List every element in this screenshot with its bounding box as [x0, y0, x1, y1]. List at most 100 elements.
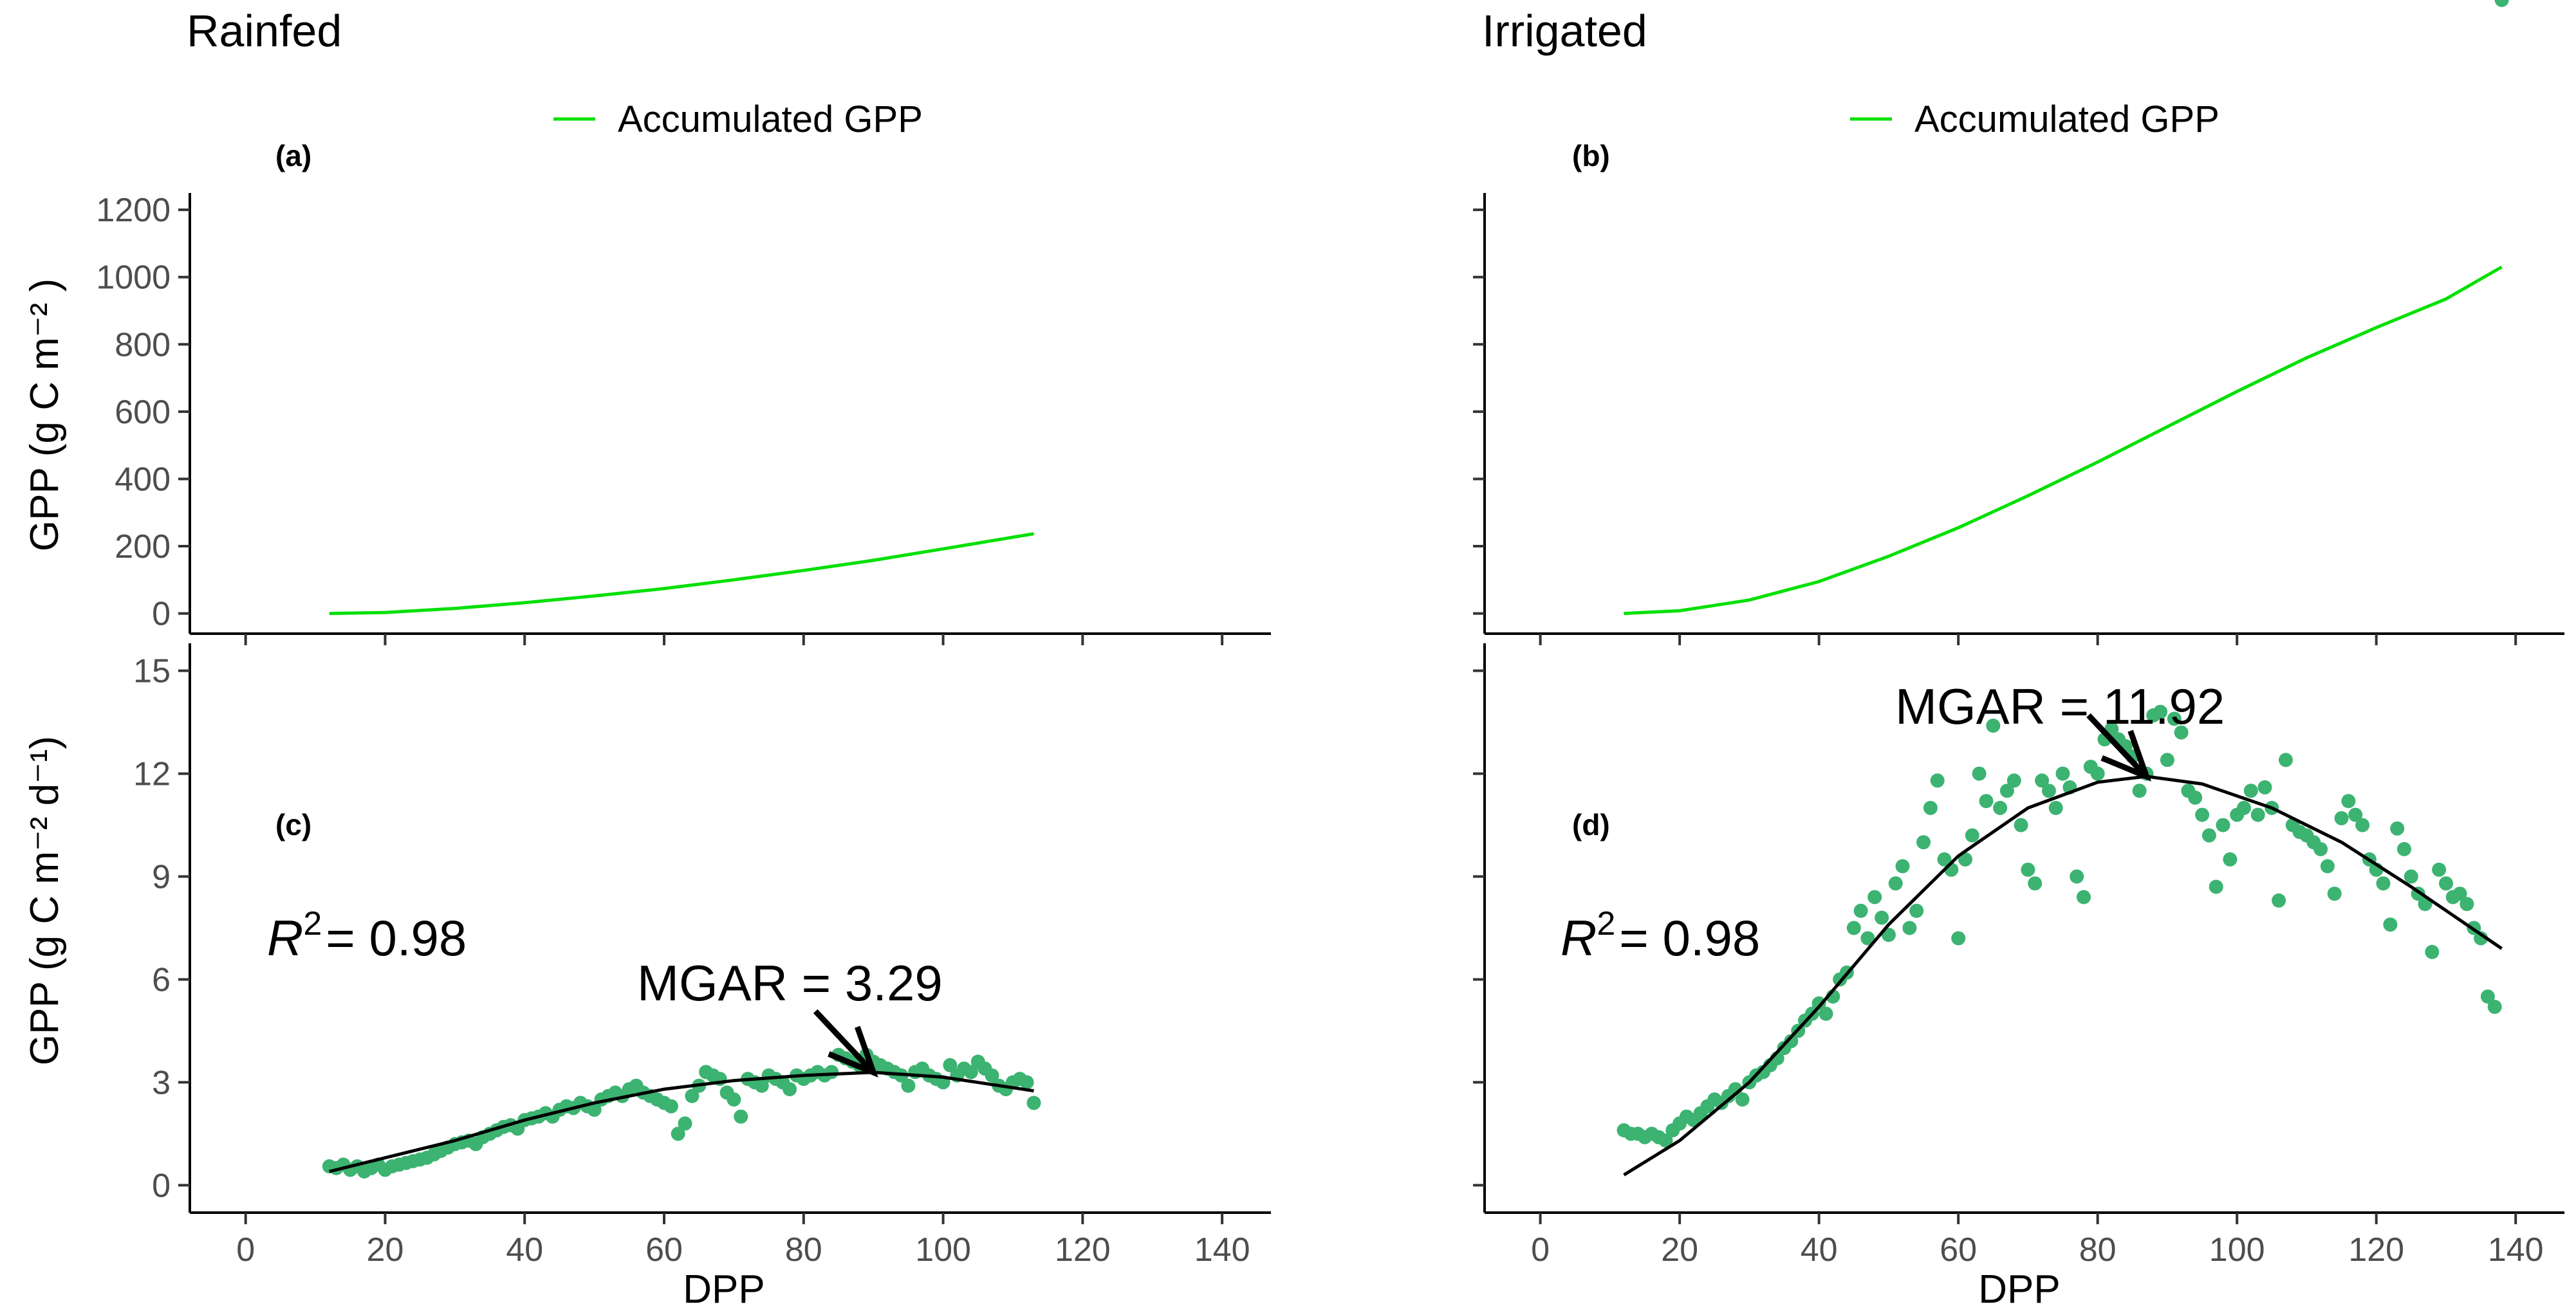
gpp-point: [2021, 862, 2035, 877]
column-title-irrigated: Irrigated: [1482, 6, 1647, 56]
gpp-point: [727, 1092, 741, 1107]
fitted-curve: [1623, 775, 2503, 1177]
x-tick-label: 60: [1940, 1231, 1977, 1269]
panel-b-accumulated-gpp-irrigated: (b): [1473, 139, 2564, 645]
gpp-point: [2153, 704, 2168, 719]
legend-rainfed: Accumulated GPP: [553, 98, 923, 140]
y-tick-label: 9: [152, 859, 171, 896]
panel-label: (c): [275, 808, 311, 841]
gpp-point: [824, 1065, 839, 1079]
gpp-point: [1937, 852, 1952, 867]
gpp-point: [2077, 890, 2091, 904]
panel-label: (a): [275, 139, 311, 172]
gpp-point: [2201, 828, 2216, 843]
gpp-point: [963, 1065, 978, 1079]
gpp-point: [587, 1103, 602, 1117]
gpp-point: [1867, 890, 1882, 904]
gpp-point: [1846, 921, 1861, 935]
y-tick-label: 1000: [96, 259, 171, 297]
gpp-point: [2243, 784, 2258, 798]
gpp-point: [2474, 931, 2488, 946]
gpp-point: [671, 1126, 685, 1141]
gpp-point: [1916, 835, 1931, 850]
y-tick-label: 0: [152, 596, 171, 633]
gpp-point: [1875, 910, 1889, 925]
gpp-point: [2014, 818, 2028, 832]
x-tick-label: 140: [1194, 1231, 1250, 1269]
gpp-point: [2348, 807, 2363, 822]
gpp-point: [1026, 1096, 1041, 1110]
gpp-point: [2160, 753, 2174, 767]
panel-d-daily-gpp-irrigated: 0 20 40 60 80 100 120 140 (d) R2= 0.98 MGAR = 11.9…: [1473, 0, 2564, 1269]
gpp-point: [2090, 766, 2105, 781]
fitted-curve: [329, 1070, 1034, 1173]
gpp-point: [985, 1068, 999, 1083]
gpp-point: [943, 1058, 958, 1072]
gpp-point: [734, 1109, 748, 1124]
gpp-point: [1895, 859, 1910, 874]
x-tick-label: 0: [1531, 1231, 1550, 1269]
column-title-rainfed: Rainfed: [187, 6, 342, 56]
legend-irrigated: Accumulated GPP: [1850, 98, 2219, 140]
gpp-point: [1853, 903, 1868, 918]
gpp-point: [2174, 725, 2189, 740]
gpp-point: [2223, 852, 2238, 867]
x-tick-label: 20: [367, 1231, 404, 1269]
gpp-point: [901, 1078, 916, 1093]
gpp-point: [2480, 989, 2495, 1004]
gpp-point: [2432, 862, 2447, 877]
gpp-point: [754, 1078, 769, 1093]
gpp-point: [1819, 1006, 1833, 1021]
gpp-point: [678, 1116, 692, 1131]
gpp-point: [685, 1088, 700, 1103]
accumulated-gpp-line: [1624, 265, 2503, 616]
y-tick-label: 0: [152, 1167, 171, 1204]
y-tick-label: 800: [115, 326, 171, 363]
x-tick-label: 60: [645, 1231, 683, 1269]
gpp-point: [2250, 807, 2265, 822]
x-tick-label: 40: [1801, 1231, 1838, 1269]
gpp-point: [1951, 931, 1966, 946]
mgar-annotation: MGAR = 11.92: [1895, 678, 2225, 735]
gpp-point: [2494, 0, 2509, 7]
gpp-point: [2376, 876, 2391, 891]
r-squared-label: R2= 0.98: [267, 905, 467, 966]
gpp-point: [2055, 766, 2070, 781]
y-tick-label: 15: [133, 653, 171, 690]
gpp-point: [2070, 869, 2084, 884]
gpp-point: [2272, 893, 2286, 908]
y-tick-label: 1200: [96, 192, 171, 229]
gpp-point: [2487, 1000, 2502, 1015]
legend-label: Accumulated GPP: [1914, 98, 2219, 140]
gpp-point: [1909, 903, 1924, 918]
mgar-arrow-head: [828, 1025, 878, 1078]
gpp-point: [1860, 931, 1875, 946]
y-tick-label: 12: [133, 756, 171, 793]
mgar-arrow-shaft: [813, 1009, 871, 1070]
x-tick-label: 0: [236, 1231, 255, 1269]
gpp-point: [1812, 996, 1826, 1011]
gpp-point: [2006, 773, 2021, 788]
x-tick-label: 140: [2488, 1231, 2544, 1269]
gpp-point: [2132, 784, 2147, 798]
x-tick-label: 100: [915, 1231, 971, 1269]
x-axis-title-left: DPP: [683, 1267, 764, 1312]
y-tick-label: 200: [115, 528, 171, 565]
panel-label: (b): [1572, 139, 1610, 172]
gpp-point: [2188, 790, 2203, 805]
gpp-point: [2035, 773, 2050, 788]
gpp-point: [2341, 794, 2356, 809]
mgar-arrow-shaft: [2086, 713, 2144, 773]
gpp-point: [1993, 800, 2008, 815]
mgar-annotation: MGAR = 3.29: [637, 955, 943, 1011]
gpp-point: [2048, 800, 2063, 815]
accumulated-gpp-line: [329, 532, 1034, 616]
gpp-point: [2452, 886, 2467, 901]
gpp-point: [2041, 784, 2056, 798]
y-tick-label: 600: [115, 394, 171, 431]
x-tick-label: 80: [2079, 1231, 2117, 1269]
mgar-arrow-head: [2100, 730, 2152, 782]
gpp-point: [2383, 917, 2398, 932]
gpp-point: [2397, 841, 2411, 856]
gpp-point: [2195, 807, 2210, 822]
